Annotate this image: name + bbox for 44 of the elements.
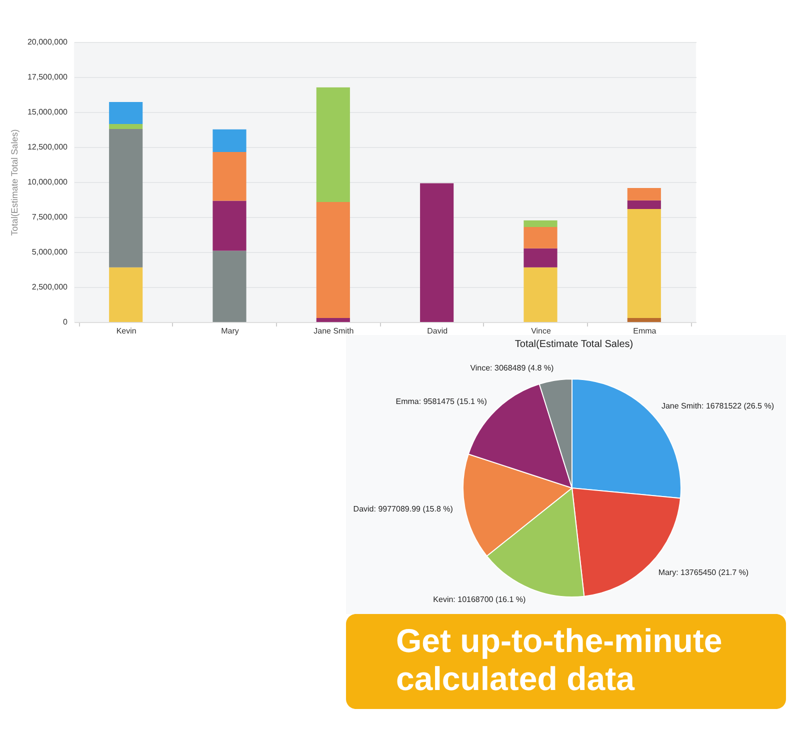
bar <box>627 318 661 322</box>
bar <box>212 129 246 152</box>
y-axis-title: Total(Estimate Total Sales) <box>9 129 20 236</box>
bar <box>524 226 558 248</box>
x-tick-label: Emma <box>633 326 657 336</box>
bar <box>109 267 143 322</box>
x-tick-label: Mary <box>221 326 239 336</box>
slice-label: Vince: 3068489 (4.8 %) <box>470 363 554 372</box>
bar <box>109 128 143 268</box>
bar <box>109 102 143 124</box>
bar <box>316 318 350 322</box>
bar <box>109 124 143 129</box>
slice-label: Kevin: 10168700 (16.1 %) <box>433 594 526 604</box>
slice-label: Jane Smith: 16781522 (26.5 %) <box>661 402 774 411</box>
bar <box>524 267 558 322</box>
x-tick-label: Kevin <box>116 326 136 336</box>
bar <box>627 188 661 200</box>
bar <box>212 152 246 201</box>
bar <box>316 87 350 202</box>
y-tick-label: 20,000,000 <box>27 38 68 46</box>
bar <box>212 250 246 322</box>
y-tick-label: 15,000,000 <box>27 108 68 116</box>
y-tick-label: 17,500,000 <box>27 72 68 82</box>
y-tick-label: 0 <box>63 318 68 326</box>
slice-label: Emma: 9581475 (15.1 %) <box>396 396 488 406</box>
slice-label: David: 9977089.99 (15.8 %) <box>353 504 454 514</box>
bar <box>627 200 661 210</box>
y-tick-label: 2,500,000 <box>32 282 68 292</box>
slice-label: Mary: 13765450 (21.7 %) <box>658 568 749 577</box>
y-tick-label: 5,000,000 <box>32 248 68 256</box>
bar <box>420 183 454 322</box>
bar <box>524 248 558 268</box>
bar <box>212 200 246 251</box>
bar <box>627 209 661 318</box>
y-tick-label: 10,000,000 <box>27 178 68 186</box>
x-tick-label: David <box>427 326 448 336</box>
x-tick-label: Vince <box>531 326 552 336</box>
x-tick-label: Jane Smith <box>314 326 354 336</box>
text: Get up-to-the-minute calculated data <box>396 622 722 697</box>
bar <box>524 220 558 227</box>
y-tick-label: 12,500,000 <box>27 142 68 152</box>
bar <box>316 202 350 318</box>
y-tick-label: 7,500,000 <box>32 212 68 222</box>
chart-title: Total(Estimate Total Sales) <box>514 339 634 350</box>
